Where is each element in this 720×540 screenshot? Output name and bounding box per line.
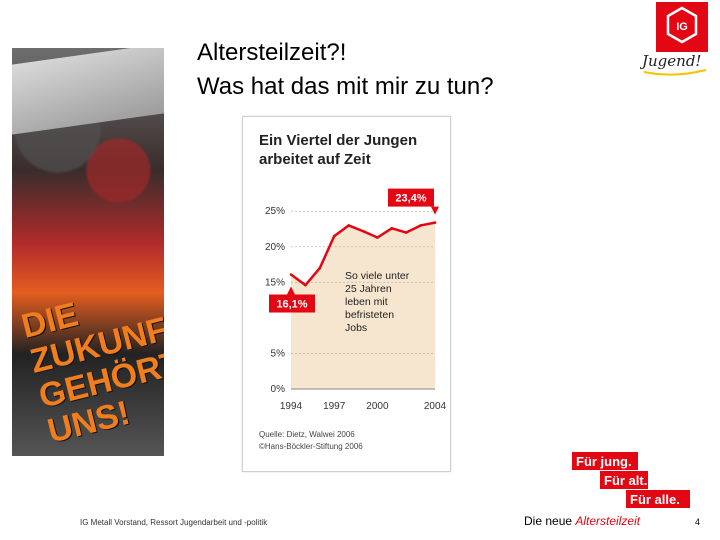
footer-organization: IG Metall Vorstand, Ressort Jugendarbeit… [80, 518, 268, 527]
chart-source: Quelle: Dietz, Walwei 2006 ©Hans-Böckler… [259, 429, 363, 453]
logo-underline-swoosh [643, 69, 707, 76]
x-tick-label: 1997 [323, 401, 346, 412]
page-number: 4 [695, 517, 701, 527]
stamp-block-3 [626, 490, 690, 508]
chart-title-line: arbeitet auf Zeit [259, 151, 371, 168]
chart-card: Ein Viertel der Jungen arbeitet auf Zeit… [242, 116, 451, 472]
x-tick-label: 2000 [366, 401, 389, 412]
stamp-line: Für alt. [604, 473, 647, 488]
chart-annotation-line: So viele unter [345, 270, 410, 282]
footer-topic: Die neue Altersteilzeit [524, 514, 640, 528]
y-tick-label: 5% [271, 348, 286, 359]
chart-title-line: Ein Viertel der Jungen [259, 132, 418, 149]
stamp-line: Für alle. [630, 492, 680, 507]
y-tick-label: 25% [265, 206, 285, 217]
chart-annotation-line: 25 Jahren [345, 283, 392, 295]
photo-banner [12, 48, 164, 135]
slide-title: Altersteilzeit?! Was hat das mit mir zu … [197, 36, 494, 104]
protest-photo: DIE ZUKUNFT GEHÖRT UNS! [12, 48, 164, 456]
chart-area-fill [291, 222, 435, 389]
chart-annotation-line: befristeten [345, 309, 394, 321]
stamp-block-2 [600, 471, 648, 489]
data-point [390, 226, 394, 230]
logo-mark-text: IG [676, 21, 688, 33]
data-point [289, 273, 293, 276]
callout-label: 16,1% [276, 299, 307, 311]
line-chart: 0% 5% 15% 20% 25% 1994 1997 2000 2004 So viele un… [265, 188, 447, 412]
data-point [361, 229, 365, 233]
footer-topic-prefix: Die neue [524, 514, 576, 528]
source-line: Quelle: Dietz, Walwei 2006 [259, 430, 355, 439]
callout-box [388, 188, 434, 207]
data-point [304, 283, 307, 287]
chart-title: Ein Viertel der Jungen arbeitet auf Zeit [259, 131, 417, 169]
stamp-block-1 [572, 452, 638, 470]
data-point [433, 221, 437, 224]
title-line-2: Was hat das mit mir zu tun? [197, 73, 494, 100]
data-point [404, 231, 408, 234]
data-point [376, 236, 379, 239]
footer-topic-accent: Altersteilzeit [575, 514, 641, 528]
data-point [332, 234, 336, 238]
data-point [347, 224, 350, 227]
title-line-1: Altersteilzeit?! [197, 39, 347, 66]
stamp-line: Für jung. [576, 454, 632, 469]
callout-box [269, 294, 315, 313]
y-tick-label: 20% [265, 242, 285, 253]
logo-red-square [656, 2, 708, 52]
callout-pointer [287, 286, 295, 295]
photo-slogan: DIE ZUKUNFT GEHÖRT UNS! [18, 274, 164, 450]
x-tick-label: 2004 [424, 401, 447, 412]
source-line: ©Hans-Böckler-Stiftung 2006 [259, 442, 363, 451]
callout-label: 23,4% [395, 193, 426, 205]
x-tick-label: 1994 [280, 401, 303, 412]
logo-hexagon-icon [666, 6, 698, 44]
data-point [318, 266, 322, 270]
logo-script-text: Jugend! [640, 52, 701, 70]
callout-pointer [431, 206, 439, 215]
y-tick-label: 0% [271, 384, 286, 395]
chart-annotation-line: leben mit [345, 296, 388, 308]
data-point [419, 224, 422, 227]
ig-metall-jugend-logo: IG Jugend! [640, 2, 712, 78]
fuer-jung-alt-alle-stamp: Für jung. Für alt. Für alle. [568, 450, 694, 512]
y-tick-label: 15% [265, 277, 285, 288]
chart-annotation-line: Jobs [345, 322, 367, 334]
